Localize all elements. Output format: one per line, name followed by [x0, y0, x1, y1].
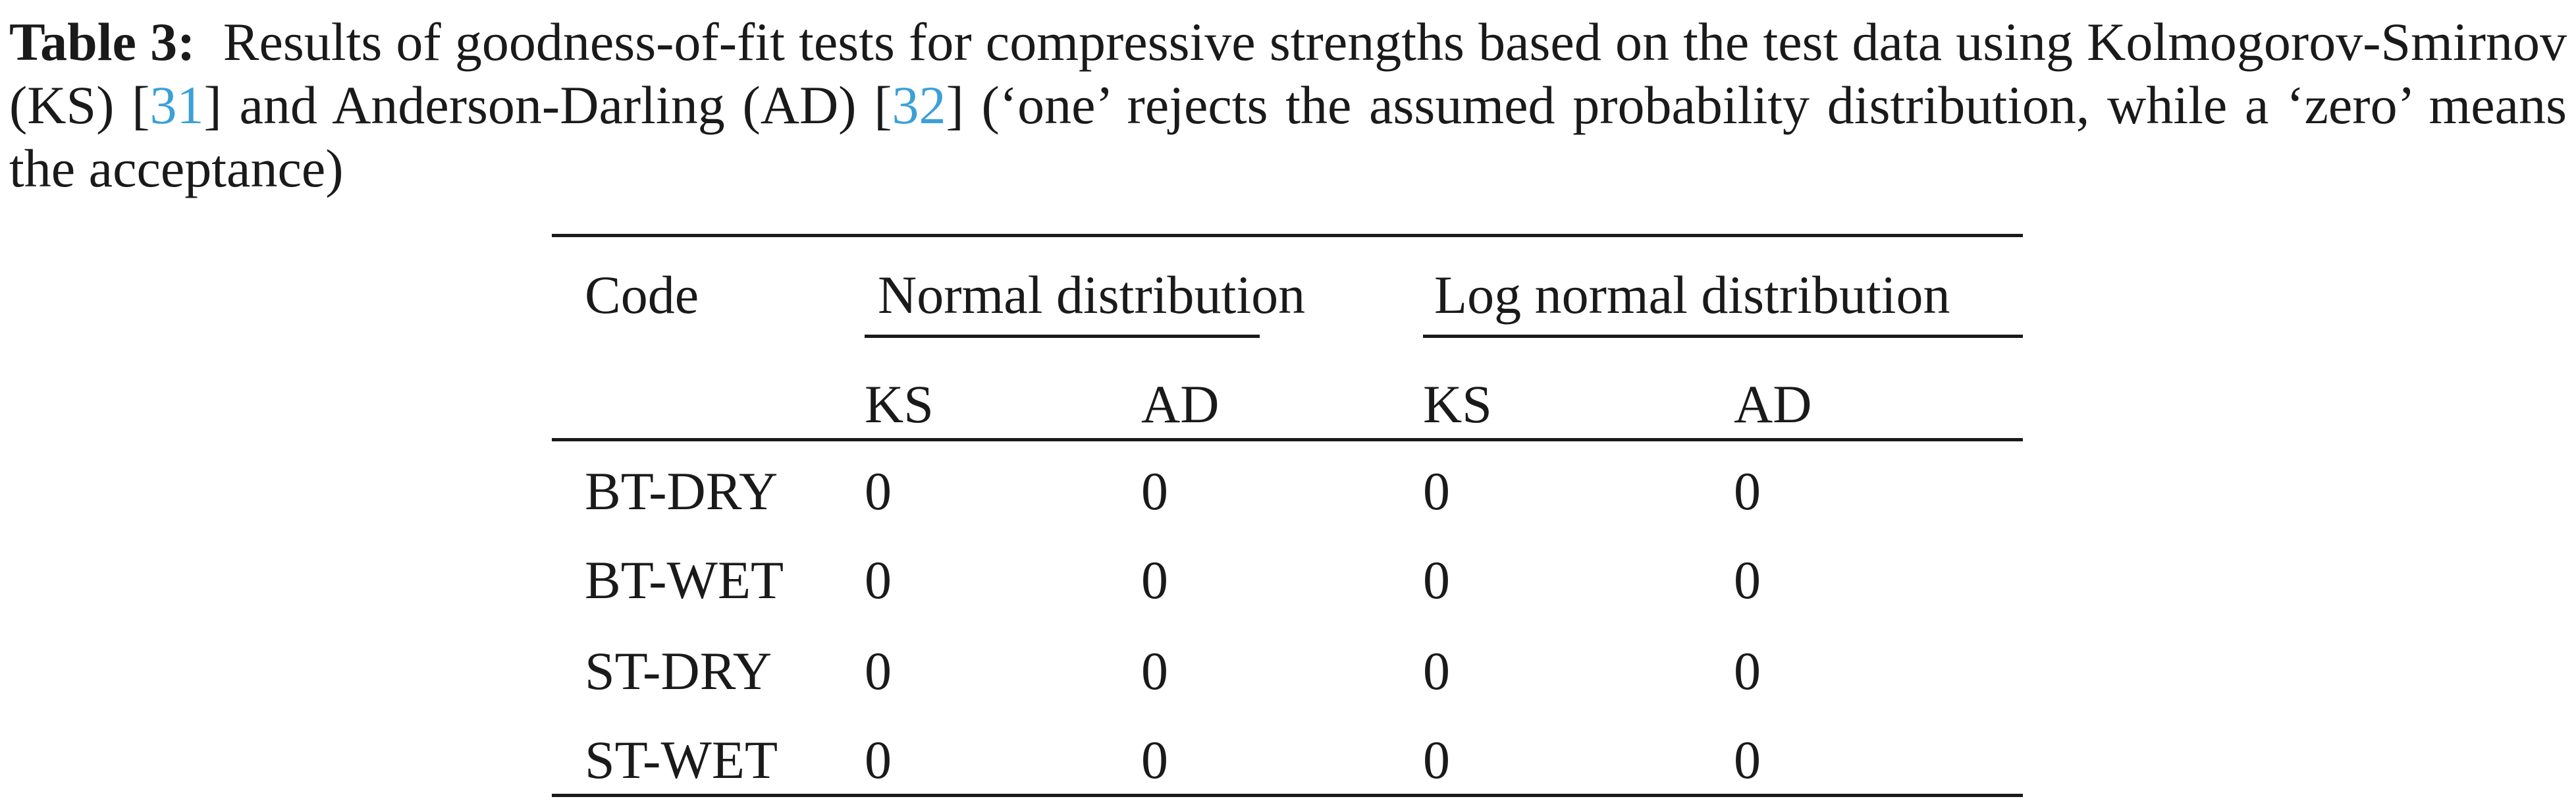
cell-value: 0: [1734, 550, 1761, 610]
row-code: ST-WET: [585, 730, 778, 790]
cell-value: 0: [1734, 730, 1761, 790]
row-code: ST-DRY: [585, 641, 772, 701]
cell-value: 0: [1141, 730, 1168, 790]
log-normal-group-rule: [1423, 335, 2023, 338]
normal-ad-header: AD: [1141, 374, 1220, 434]
table-caption: Table 3: Results of goodness-of-fit test…: [9, 11, 2567, 200]
caption-text-part: Results of goodness-of-fit tests for com…: [9, 12, 2567, 135]
log-normal-distribution-header: Log normal distribution: [1434, 265, 1950, 325]
cell-value: 0: [1734, 461, 1761, 521]
cell-value: 0: [1734, 641, 1761, 701]
caption-label: Table 3:: [9, 12, 196, 72]
normal-group-rule: [865, 335, 1260, 338]
caption-text-part: ] (‘one’ rejects the assumed probability…: [9, 75, 2567, 198]
cell-value: 0: [1423, 730, 1450, 790]
cell-value: 0: [1423, 641, 1450, 701]
header-rule: [552, 438, 2023, 441]
citation-link-31[interactable]: 31: [149, 75, 204, 135]
lognormal-ks-header: KS: [1423, 374, 1492, 434]
cell-value: 0: [865, 730, 892, 790]
normal-ks-header: KS: [865, 374, 934, 434]
cell-value: 0: [1141, 461, 1168, 521]
lognormal-ad-header: AD: [1734, 374, 1812, 434]
citation-link-32[interactable]: 32: [892, 75, 946, 135]
cell-value: 0: [865, 461, 892, 521]
cell-value: 0: [1423, 550, 1450, 610]
cell-value: 0: [1423, 461, 1450, 521]
cell-value: 0: [865, 550, 892, 610]
row-code: BT-WET: [585, 550, 784, 610]
cell-value: 0: [1141, 550, 1168, 610]
row-code: BT-DRY: [585, 461, 778, 521]
cell-value: 0: [865, 641, 892, 701]
code-column-header: Code: [585, 265, 699, 325]
cell-value: 0: [1141, 641, 1168, 701]
normal-distribution-header: Normal distribution: [878, 265, 1306, 325]
caption-text-part: ] and Anderson-Darling (AD) [: [203, 75, 892, 135]
results-table: Code Normal distribution Log normal dist…: [552, 234, 2023, 797]
